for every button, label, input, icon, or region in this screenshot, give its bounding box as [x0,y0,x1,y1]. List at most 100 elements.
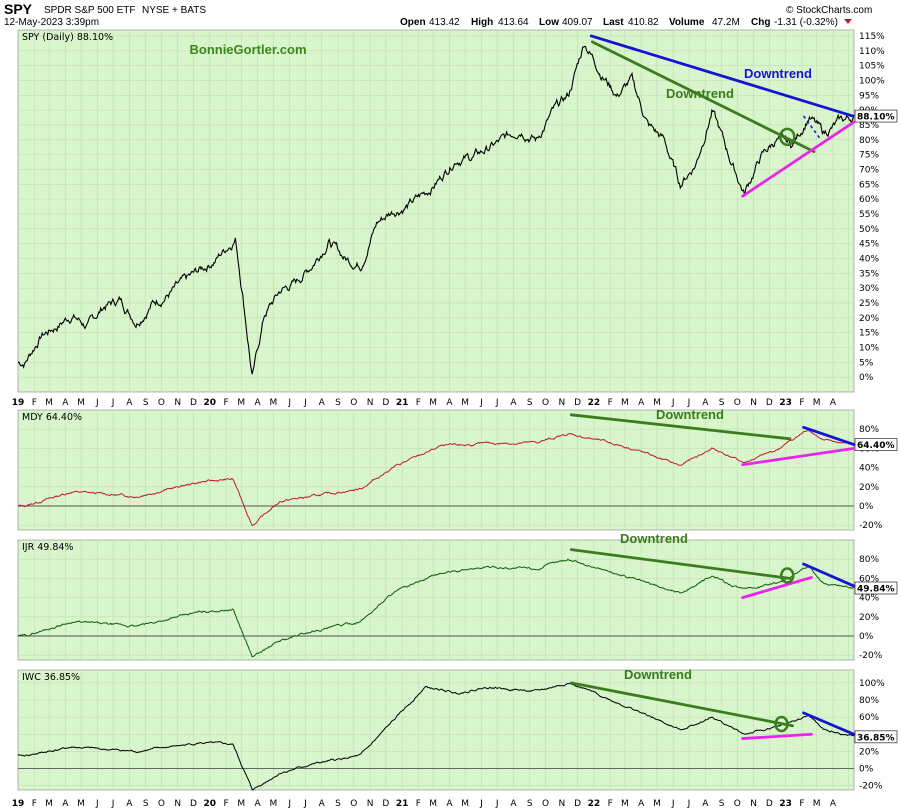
blue-downtrend-line [802,562,856,588]
spy-gridlines [18,30,854,392]
x-axis-date-label: A [446,799,453,809]
spy-plot-area [17,29,855,393]
x-axis-date-label: M [653,398,661,408]
downtrend-annotation: Downtrend [666,86,734,101]
x-axis-date-label: A [126,398,133,408]
x-axis-date-label: D [190,799,197,809]
x-axis-date-label: J [671,398,675,408]
x-axis-date-label: A [510,799,517,809]
x-axis-date-label: J [671,799,675,809]
high-label: High [471,17,493,28]
green-downtrend-line [590,40,816,154]
ijr-y-tick-label: 0% [859,632,874,642]
spy-y-tick-label: 110% [859,47,885,57]
mdy-y-tick-label: -20% [859,521,883,531]
spy-y-tick-label: 15% [859,329,879,339]
spy-last-value-badge [854,109,898,123]
x-axis-date-label: J [111,799,115,809]
x-axis-date-label: N [750,799,757,809]
iwc-last-value-badge [854,730,898,744]
mdy-y-tick-label: 0% [859,502,874,512]
x-axis-date-label: O [158,398,165,408]
spy-y-tick-label: 70% [859,165,879,175]
ijr-plot-area [17,539,855,661]
x-axis-date-label: O [734,799,741,809]
x-axis-date-label: J [95,799,99,809]
spy-price-line [17,45,855,375]
x-axis-date-label: D [766,799,773,809]
x-axis-date-label: M [461,799,469,809]
iwc-last-value-text: 36.85% [857,733,895,743]
x-axis-date-label: D [574,799,581,809]
spy-y-tick-label: 50% [859,225,879,235]
x-axis-date-label: N [367,398,374,408]
magenta-uptrend-line [741,576,813,599]
x-axis-date-label: N [558,398,565,408]
x-axis-date-label: A [638,398,645,408]
ijr-y-tick-label: 20% [859,613,879,623]
ticker-symbol: SPY [4,1,33,17]
x-axis-date-label: A [702,799,709,809]
x-axis-date-label: M [45,799,53,809]
iwc-y-tick-label: 20% [859,747,879,757]
x-axis-date-label: O [350,799,357,809]
x-axis-date-label: A [510,398,517,408]
volume-value: 47.2M [712,17,740,28]
x-axis-date-label: D [574,398,581,408]
chg-label: Chg [751,17,770,28]
x-axis-date-label: O [542,398,549,408]
green-downtrend-line [569,548,792,580]
x-axis-date-label: A [446,398,453,408]
downtrend-annotation: Downtrend [744,66,812,81]
spy-y-tick-label: 40% [859,254,879,264]
spy-legend-label: SPY (Daily) 88.10% [22,32,113,43]
x-axis-date-label: 22 [588,799,601,809]
x-axis-date-label: F [608,799,613,809]
watermark-text: BonnieGortler.com [189,42,306,57]
x-axis-date-label: N [750,398,757,408]
open-value: 413.42 [429,17,460,28]
x-axis-date-label: A [126,799,133,809]
low-label: Low [539,17,559,28]
x-axis-date-label: O [350,398,357,408]
x-axis-date-label: 23 [779,398,792,408]
blue-downtrend-line [589,34,855,118]
x-axis-date-label: A [255,398,262,408]
mdy-plot-area [17,409,855,531]
x-axis-date-label: F [223,398,228,408]
x-axis-date-label: F [799,398,804,408]
ijr-price-line [17,558,855,658]
x-axis-date-label: A [319,799,326,809]
x-axis-date-label: M [813,398,821,408]
mdy-price-line [18,429,855,526]
spy-y-tick-label: 0% [859,373,874,383]
spy-y-tick-label: 30% [859,284,879,294]
x-axis-date-label: O [734,398,741,408]
ijr-y-tick-label: 80% [859,555,879,565]
chart-panels: 0% 5% 10% 15% 20% 25% 30% 35% 40% 45% 50% 55% 60% 65%… [12,29,898,809]
green-downtrend-line [569,681,794,728]
x-axis-date-label: J [111,398,115,408]
x-axis-date-label: F [416,398,421,408]
ijr-legend-label: IJR 49.84% [22,542,73,553]
x-axis-date-label: 23 [779,799,792,809]
spy-y-tick-label: 85% [859,121,879,131]
iwc-y-tick-label: 100% [859,679,885,689]
x-axis-date-label: F [32,398,37,408]
x-axis-date-label: M [653,799,661,809]
volume-label: Volume [669,17,705,28]
x-axis-date-label: A [830,799,837,809]
x-axis-date-label: M [429,398,437,408]
x-axis-date-label: A [255,799,262,809]
spy-y-tick-label: 45% [859,240,879,250]
x-axis-date-label: A [830,398,837,408]
x-axis-date-label: 21 [396,398,409,408]
x-axis-date-label: F [608,398,613,408]
spy-y-tick-label: 25% [859,299,879,309]
x-axis-date-label: 19 [12,398,25,408]
x-axis-date-label: 20 [204,799,217,809]
x-axis-date-label: M [77,398,85,408]
spy-y-tick-label: 35% [859,269,879,279]
x-axis-date-label: O [542,799,549,809]
